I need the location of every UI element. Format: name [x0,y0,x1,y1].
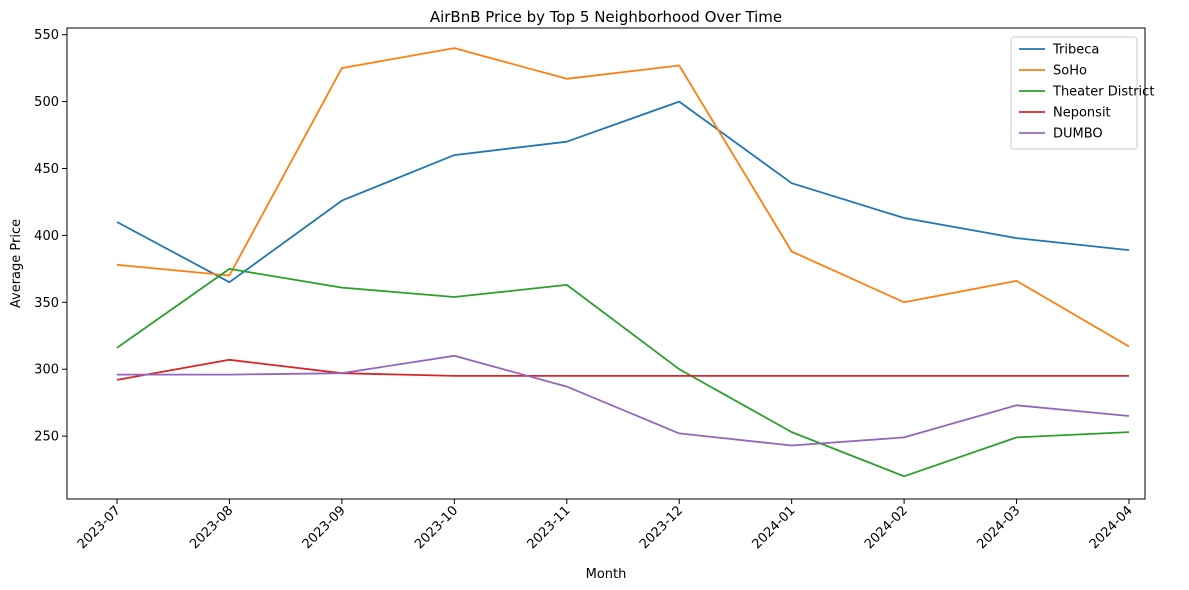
series-line-neponsit [116,358,1129,381]
x-tick-label: 2023-10 [412,503,461,552]
legend: Tribeca SoHo Theater District Neponsit DUMBO [1010,36,1154,150]
y-tick-label: 300 [34,363,59,378]
y-axis-label: Average Price [9,219,24,308]
x-tick-label: 2023-11 [525,503,574,552]
x-tick-label: 2024-04 [1087,503,1136,552]
y-tick-label: 250 [34,430,59,445]
plot-area [66,27,1146,500]
series-line-dumbo [117,354,1130,447]
y-tick-label: 400 [34,229,59,244]
legend-box [1010,36,1138,150]
y-tick-label: 350 [34,296,59,311]
legend-entry: SoHo [1053,64,1087,79]
y-tick-label: 450 [34,162,59,177]
x-tick-label: 2024-03 [974,503,1023,552]
x-axis-label: Month [586,567,627,582]
legend-entry: Theater District [1052,85,1154,100]
y-tick-label: 500 [34,95,59,110]
series-line-tribeca [116,100,1130,284]
x-tick-label: 2024-02 [862,503,911,552]
legend-entry: Tribeca [1052,43,1099,58]
x-tick-label: 2023-08 [187,503,236,552]
x-tick-label: 2024-01 [749,503,798,552]
y-axis: 250 300 350 400 450 500 550 [34,28,67,445]
x-axis: 2023-07 2023-08 2023-09 2023-10 2023-11 2023-… [75,499,1136,552]
series-line-theater-district [116,267,1130,478]
series-line-soho [116,47,1130,348]
x-tick-label: 2023-07 [75,503,124,552]
series-lines [116,47,1130,478]
legend-entry: Neponsit [1053,106,1111,121]
x-tick-label: 2023-09 [300,503,349,552]
legend-entry: DUMBO [1053,127,1103,142]
x-tick-label: 2023-12 [637,503,686,552]
chart-title: AirBnB Price by Top 5 Neighborhood Over … [430,8,782,26]
y-tick-label: 550 [34,28,59,43]
